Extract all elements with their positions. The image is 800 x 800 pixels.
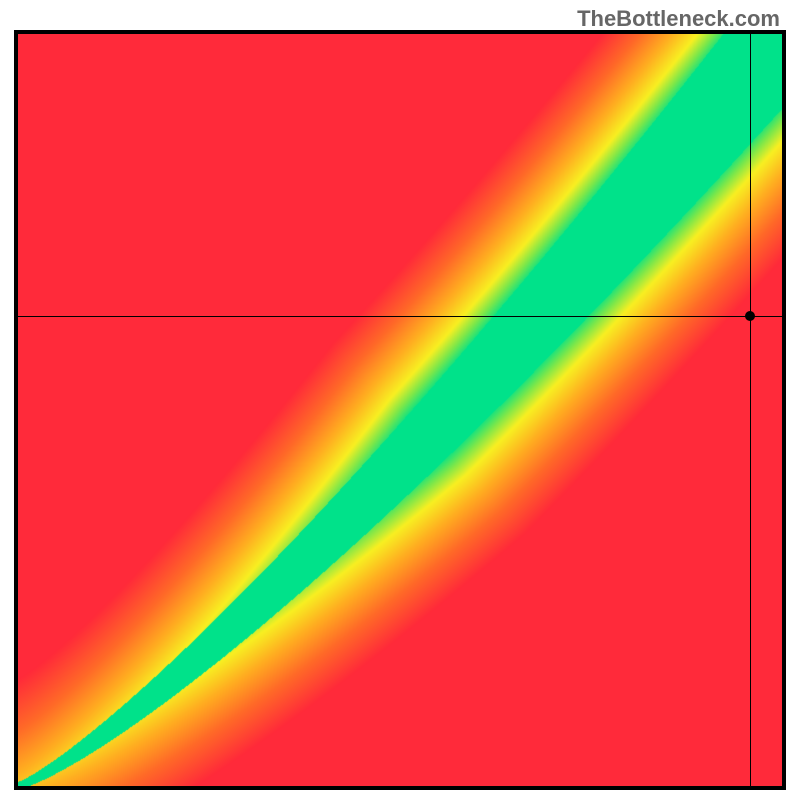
bottleneck-heatmap: [14, 30, 786, 790]
crosshair-horizontal: [18, 316, 782, 317]
crosshair-vertical: [750, 34, 751, 786]
crosshair-marker: [745, 311, 755, 321]
attribution-text: TheBottleneck.com: [577, 6, 780, 32]
heatmap-canvas: [18, 34, 782, 786]
